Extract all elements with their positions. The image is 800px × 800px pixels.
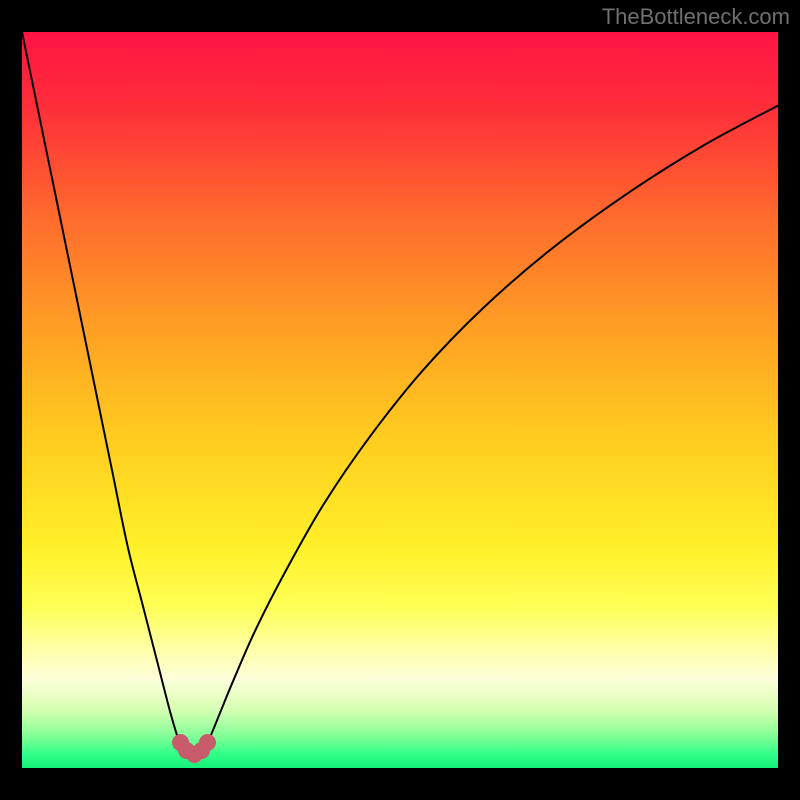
plot-area [22,32,778,768]
attribution-label: TheBottleneck.com [602,4,790,30]
valley-marker-group [22,32,778,768]
chart-container: TheBottleneck.com [0,0,800,800]
valley-marker [199,734,216,751]
